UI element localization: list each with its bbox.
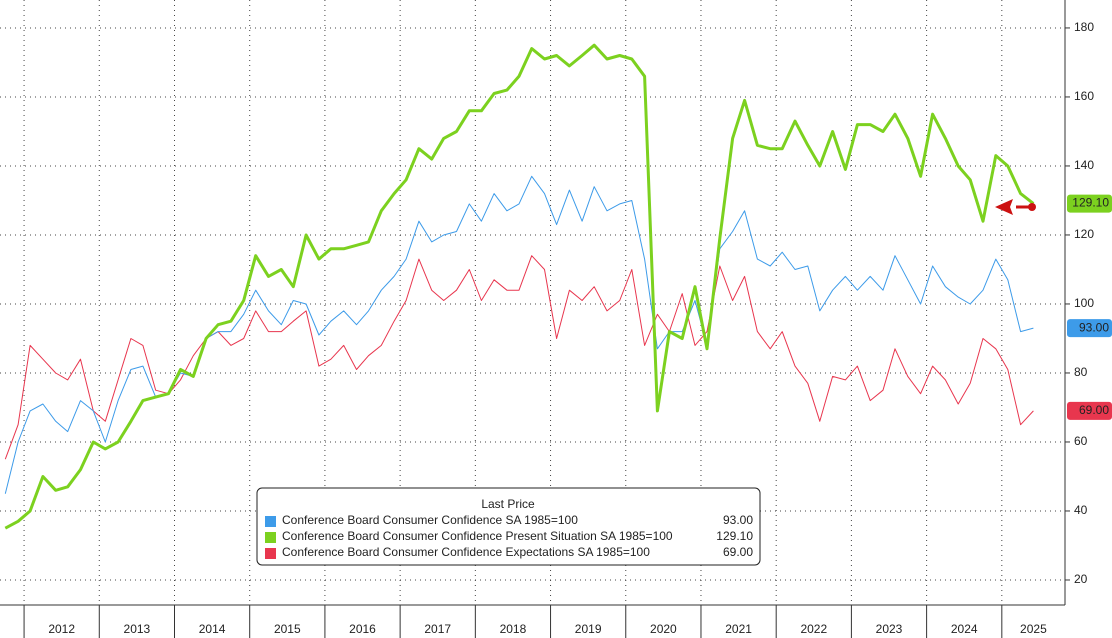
legend-swatch <box>265 532 276 543</box>
x-tick-label: 2015 <box>274 622 301 636</box>
x-tick-label: 2013 <box>124 622 151 636</box>
series-line <box>4 175 1034 494</box>
last-price-tag <box>1067 194 1112 213</box>
last-price-label: 69.00 <box>1079 403 1109 417</box>
y-tick-label: 40 <box>1074 503 1088 517</box>
x-tick-label: 2012 <box>48 622 75 636</box>
last-price-label: 93.00 <box>1079 320 1109 334</box>
legend-value: 129.10 <box>716 529 753 543</box>
legend-box <box>256 487 761 566</box>
legend-title: Last Price <box>481 497 535 511</box>
series-line <box>4 43 1035 530</box>
legend-label: Conference Board Consumer Confidence SA … <box>282 513 578 527</box>
x-tick-label: 2024 <box>951 622 978 636</box>
arrow-dot <box>1028 203 1036 211</box>
y-tick-label: 120 <box>1074 227 1094 241</box>
last-price-label: 129.10 <box>1072 196 1109 210</box>
x-tick-label: 2022 <box>800 622 827 636</box>
x-tick-label: 2020 <box>650 622 677 636</box>
y-tick-label: 160 <box>1074 89 1094 103</box>
y-tick-label: 140 <box>1074 158 1094 172</box>
x-tick-label: 2017 <box>424 622 451 636</box>
y-tick-label: 20 <box>1074 572 1088 586</box>
y-tick-label: 100 <box>1074 296 1094 310</box>
x-tick-label: 2023 <box>876 622 903 636</box>
legend-value: 69.00 <box>723 545 753 559</box>
y-tick-label: 60 <box>1074 434 1088 448</box>
annotation-arrow <box>995 199 1036 215</box>
x-tick-label: 2019 <box>575 622 602 636</box>
x-tick-label: 2014 <box>199 622 226 636</box>
plot-area <box>0 0 1065 605</box>
legend: Last Price Conference Board Consumer Con… <box>256 487 761 566</box>
series-line <box>4 255 1034 460</box>
legend-label: Conference Board Consumer Confidence Pre… <box>282 529 673 543</box>
x-tick-label: 2021 <box>725 622 752 636</box>
last-price-tag <box>1067 319 1112 338</box>
y-tick-label: 180 <box>1074 20 1094 34</box>
legend-value: 93.00 <box>723 513 753 527</box>
y-tick-label: 80 <box>1074 365 1088 379</box>
x-tick-label: 2016 <box>349 622 376 636</box>
x-tick-label: 2018 <box>500 622 527 636</box>
x-tick-label: 2025 <box>1020 622 1047 636</box>
last-price-tag <box>1067 401 1112 420</box>
legend-label: Conference Board Consumer Confidence Exp… <box>282 545 650 559</box>
legend-swatch <box>265 516 276 527</box>
arrow-head <box>995 199 1013 215</box>
legend-swatch <box>265 548 276 559</box>
